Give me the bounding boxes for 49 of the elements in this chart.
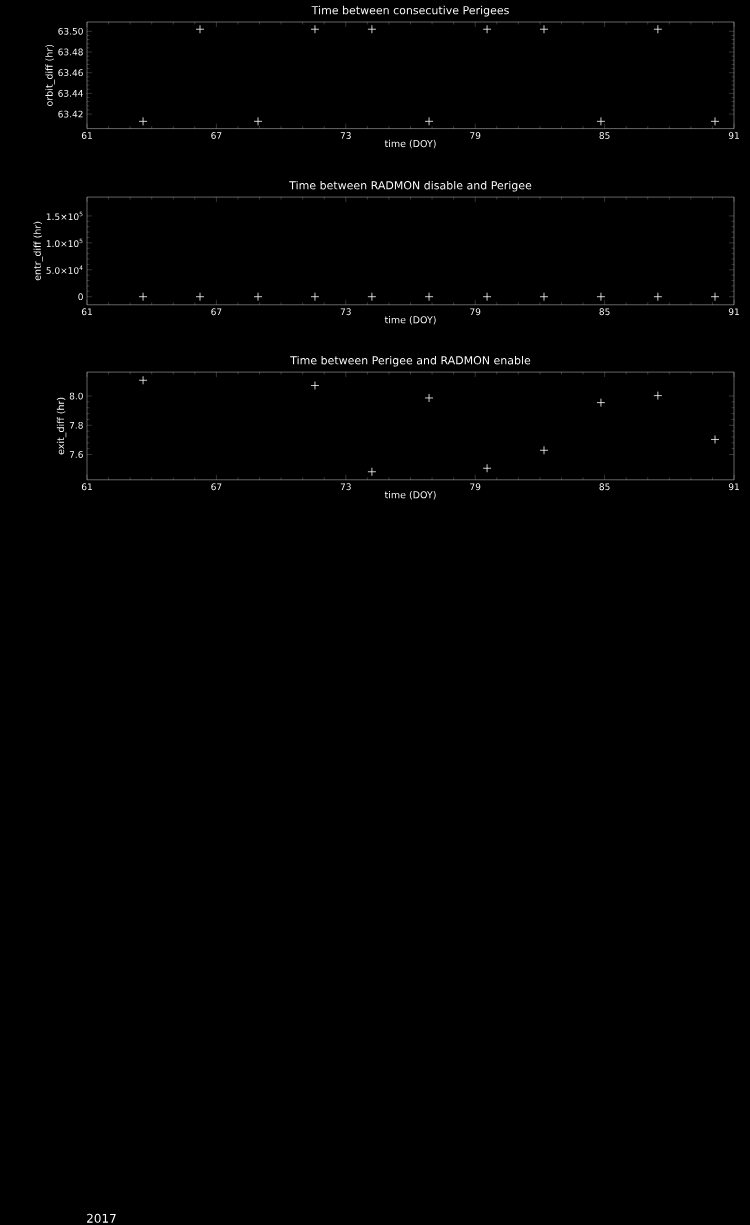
chart-title: Time between RADMON disable and Perigee [289, 180, 532, 192]
y-tick-label: 8.0 [69, 392, 83, 400]
x-tick-label: 85 [599, 132, 610, 139]
x-tick-label: 73 [340, 132, 351, 139]
x-tick-label: 61 [81, 483, 92, 491]
y-tick-label: 63.48 [58, 48, 83, 56]
y-axis-title: entr_diff (hr) [33, 221, 43, 281]
y-axis-title: exit_diff (hr) [56, 397, 67, 455]
point [539, 445, 549, 455]
point [710, 435, 720, 444]
x-tick-label: 79 [470, 132, 481, 139]
x-tick-label: 61 [81, 132, 92, 139]
text: 2017 [87, 1213, 116, 1223]
y-tick-label: 63.46 [58, 69, 83, 77]
point [482, 463, 492, 473]
point [310, 381, 320, 390]
point [138, 375, 148, 385]
x-tick-label: 67 [211, 132, 222, 139]
x-axis-title: time (DOY) [384, 316, 436, 325]
x-tick-label: 67 [211, 483, 222, 491]
chart-title: Time between Perigee and RADMON enable [290, 355, 531, 367]
x-tick-label: 85 [599, 308, 610, 316]
y-tick-label: 63.50 [58, 27, 83, 35]
y-tick-label: 7.8 [69, 421, 83, 429]
point [367, 467, 377, 477]
x-tick-label: 79 [470, 483, 481, 491]
x-tick-label: 85 [599, 483, 610, 491]
y-tick-label: 7.6 [69, 451, 83, 458]
x-tick-label: 91 [728, 308, 739, 316]
x-tick-label: 67 [211, 308, 222, 316]
point [653, 391, 663, 401]
x-tick-label: 91 [728, 132, 739, 139]
point [596, 398, 606, 408]
x-tick-label: 61 [81, 308, 92, 316]
y-tick-label: 63.42 [58, 110, 83, 118]
y-tick-label: 63.44 [58, 89, 83, 97]
x-tick-label: 79 [470, 308, 481, 316]
y-tick-label: 1.5×10$^{5}$ [46, 211, 83, 221]
x-tick-label: 73 [340, 483, 351, 491]
x-tick-label: 91 [728, 483, 739, 491]
x-axis-title: time (DOY) [384, 139, 436, 149]
point [424, 393, 434, 403]
chart-title: Time between consecutive Perigees [311, 5, 509, 17]
y-tick-label: 0 [78, 293, 83, 301]
y-axis-title: orbit_diff (hr) [45, 44, 55, 106]
x-axis-title: time (DOY) [384, 491, 436, 500]
y-tick-label: 5.0×10$^{4}$ [46, 265, 83, 274]
y-tick-label: 1.0×10$^{5}$ [46, 238, 83, 248]
x-tick-label: 73 [340, 308, 351, 316]
